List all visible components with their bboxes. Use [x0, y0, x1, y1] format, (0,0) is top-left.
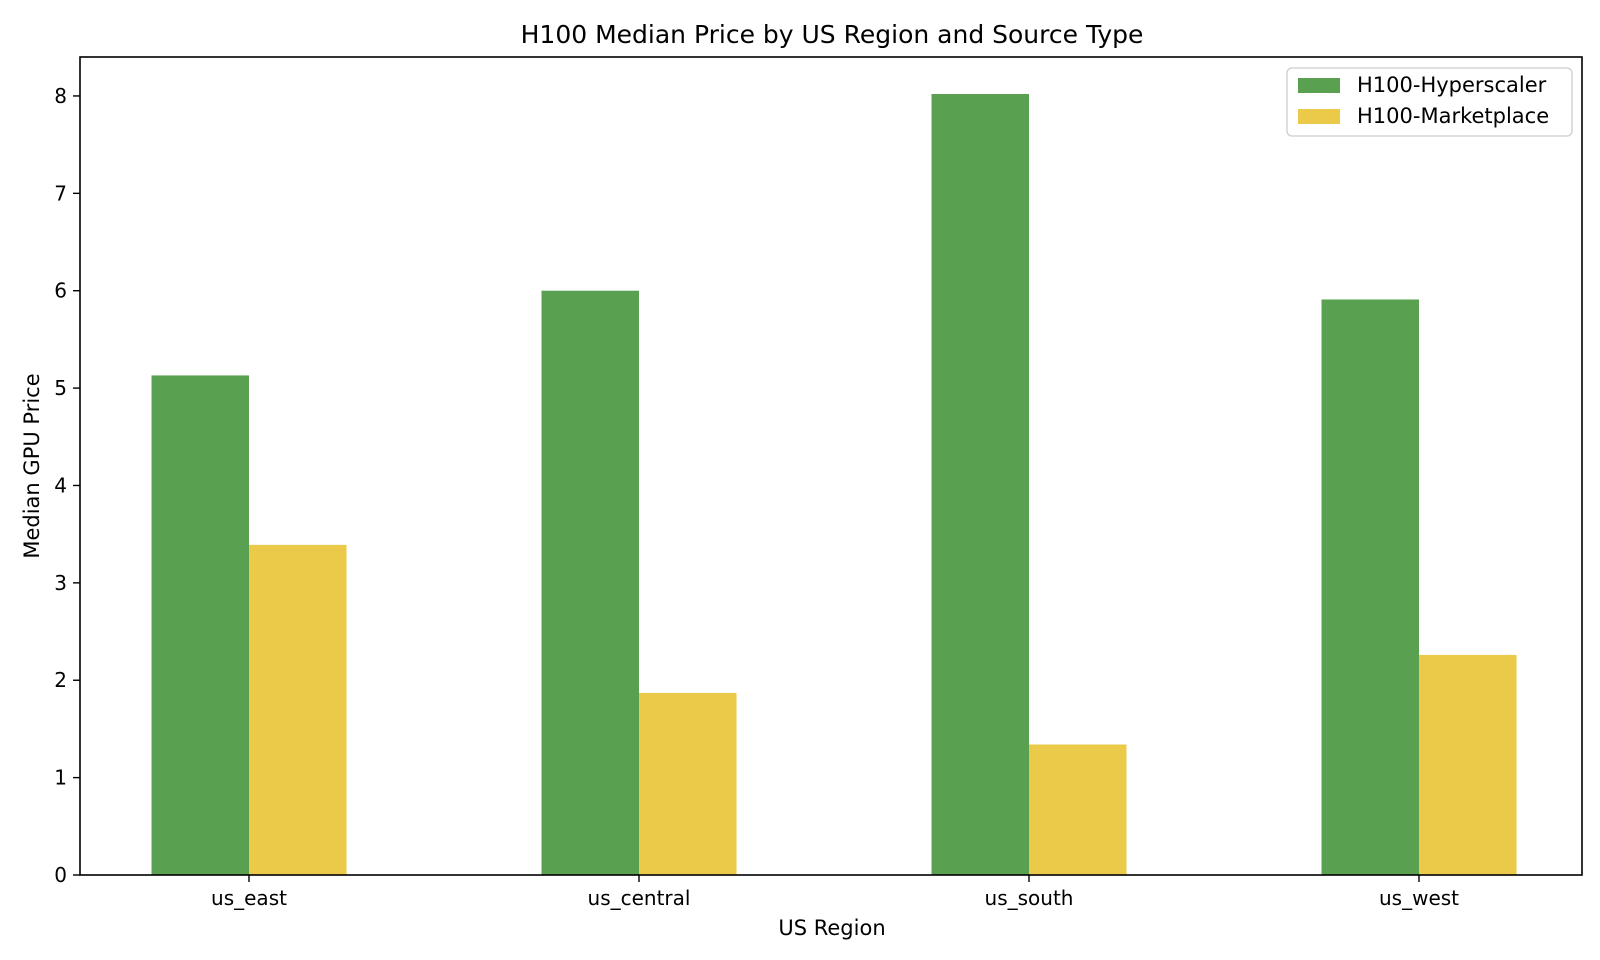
- y-tick-label: 2: [54, 668, 67, 692]
- y-tick-label: 5: [54, 376, 67, 400]
- bar-h100-marketplace-us_east: [249, 544, 347, 875]
- legend-box: [1286, 67, 1573, 137]
- y-tick-label: 8: [54, 84, 67, 108]
- legend-label-h100-hyperscaler: H100-Hyperscaler: [1357, 73, 1547, 97]
- y-tick-label: 1: [54, 766, 67, 790]
- y-tick-label: 7: [54, 181, 67, 205]
- bars-group: [151, 94, 1517, 875]
- y-axis-ticks: 0 1 2 3 4 5 6 7 8: [54, 84, 80, 887]
- chart-title: H100 Median Price by US Region and Sourc…: [521, 20, 1144, 49]
- bar-h100-hyperscaler-us_west: [1321, 299, 1419, 875]
- legend-swatch-h100-marketplace: [1298, 109, 1340, 124]
- y-axis-title: Median GPU Price: [20, 373, 44, 558]
- bar-h100-marketplace-us_central: [639, 692, 737, 875]
- bar-h100-marketplace-us_south: [1029, 744, 1127, 875]
- y-tick-label: 6: [54, 279, 67, 303]
- bar-h100-hyperscaler-us_east: [151, 375, 249, 875]
- x-tick-label-us_east: us_east: [211, 886, 287, 910]
- legend: H100-Hyperscaler H100-Marketplace: [1286, 67, 1573, 137]
- legend-swatch-h100-hyperscaler: [1298, 78, 1340, 93]
- bar-h100-marketplace-us_west: [1419, 654, 1517, 875]
- bar-h100-hyperscaler-us_south: [931, 94, 1029, 875]
- y-tick-label: 3: [54, 571, 67, 595]
- x-tick-label-us_west: us_west: [1379, 886, 1459, 910]
- x-axis-ticks: us_east us_central us_south us_west: [211, 875, 1459, 910]
- bar-h100-hyperscaler-us_central: [541, 290, 639, 875]
- x-axis-title: US Region: [778, 916, 885, 940]
- y-tick-label: 4: [54, 473, 67, 497]
- legend-label-h100-marketplace: H100-Marketplace: [1357, 104, 1549, 128]
- x-tick-label-us_central: us_central: [588, 886, 691, 910]
- x-tick-label-us_south: us_south: [985, 886, 1074, 910]
- y-tick-label: 0: [54, 863, 67, 887]
- plot-area-frame: [79, 56, 1583, 876]
